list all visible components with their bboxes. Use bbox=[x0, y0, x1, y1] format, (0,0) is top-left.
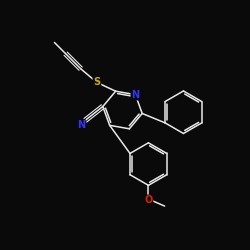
Text: N: N bbox=[77, 120, 85, 130]
Text: N: N bbox=[131, 90, 140, 100]
Text: O: O bbox=[144, 195, 152, 205]
Text: S: S bbox=[93, 78, 100, 88]
